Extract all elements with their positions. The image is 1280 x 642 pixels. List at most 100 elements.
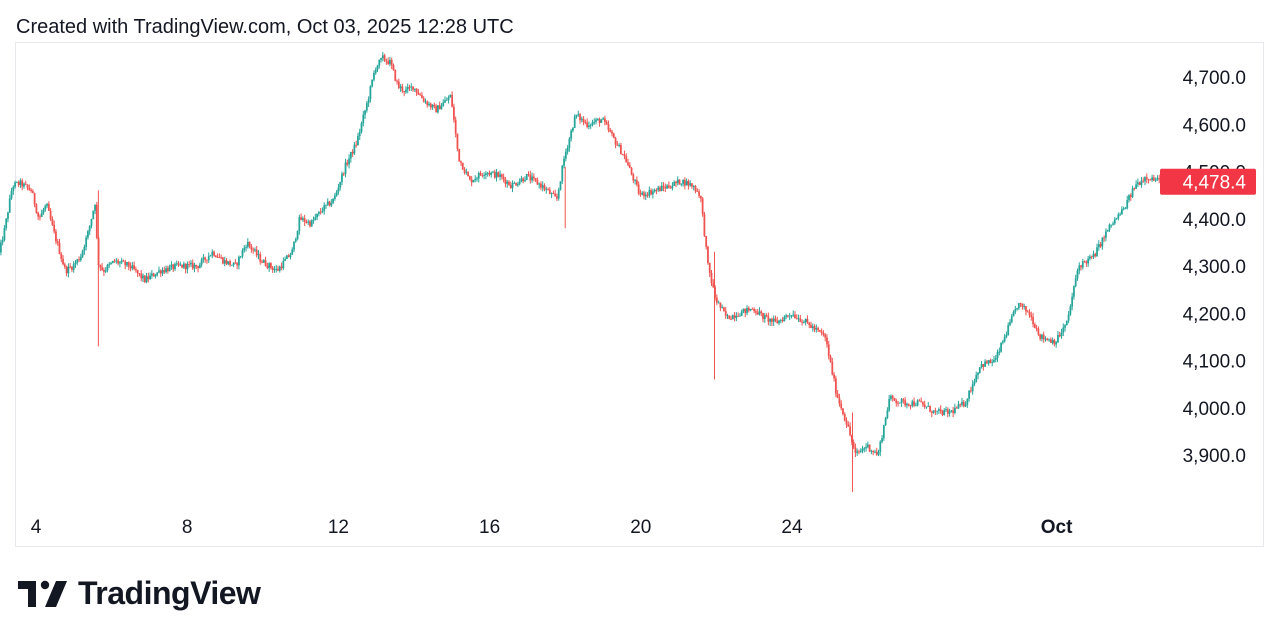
candle-body [305,222,308,223]
candle-body [866,444,869,447]
candle-body [376,65,379,70]
candle-body [337,187,340,192]
candle-body [596,119,599,120]
candle-body [767,316,770,322]
candle-body [161,270,164,274]
candle-body [740,311,743,316]
candle-body [154,275,157,277]
candle-body [495,172,498,178]
candle-body [1042,334,1045,340]
candle-body [676,179,679,184]
candle-body [797,318,800,320]
candle-body [214,255,217,258]
candle-body [1110,224,1113,226]
candle-body [561,165,564,182]
candle-body [1007,324,1010,336]
candle-body [300,217,303,220]
candle-body [769,318,772,322]
candle-body [785,315,788,317]
candle-body [1120,209,1123,215]
candle-body [747,308,750,311]
candle-body [1037,328,1040,335]
candle-body [541,185,544,188]
candle-body [776,320,779,324]
candle-body [444,100,446,103]
candle-body [179,264,182,266]
candle-body [278,266,281,271]
candle-body [582,118,585,123]
candle-body [644,194,647,197]
candle-body [37,212,40,217]
candle-body [163,270,166,273]
candle-body [465,172,468,173]
candle-body [1131,188,1134,197]
tradingview-logo[interactable]: TradingView [18,575,261,612]
candle-body [953,407,956,413]
candle-body [637,184,640,194]
candle-body [904,400,907,406]
candle-body [197,266,199,269]
candle-body [781,320,784,322]
candle-body [342,173,345,175]
candle-body [604,118,606,122]
candle-body [577,114,580,116]
time-tick-label: 24 [781,517,803,538]
last-price-marker: 4,478.4 [1160,168,1256,195]
candle-body [296,231,299,240]
candle-body [849,426,851,436]
candle-body [865,446,867,449]
candle-body [978,367,981,374]
candle-body [813,326,816,330]
candle-body [529,174,532,181]
candle-body [31,191,34,194]
candle-body [481,174,484,176]
candle-body [902,399,905,401]
candle-body [985,361,988,364]
candle-body [111,260,114,263]
candle-body [53,224,56,232]
candle-body [348,158,350,165]
candle-body [678,179,681,185]
candle-body [463,169,466,173]
candle-body [737,315,740,317]
candle-body [213,251,215,256]
candle-body [1158,178,1161,180]
candle-body [317,211,320,214]
candle-body [310,220,313,227]
candle-body [945,409,947,411]
candle-body [227,261,230,265]
candle-body [525,174,528,181]
candle-body [735,315,738,318]
candle-body [264,260,267,266]
candle-body [962,401,965,407]
candle-body [660,185,663,192]
candle-body [188,263,191,265]
candle-body [351,151,354,154]
price-tick-label: 3,900.0 [1183,446,1246,467]
candle-body [515,183,517,186]
candle-body [490,172,493,175]
candle-body [1140,180,1143,185]
candle-body [193,264,196,269]
candle-body [1080,265,1082,268]
candle-body [438,105,441,110]
candle-body [607,124,610,130]
candle-body [698,191,700,196]
candle-body [589,125,592,126]
candle-body [1078,265,1081,271]
candle-body [532,176,535,179]
candle-body [285,255,288,260]
candle-body [255,249,258,256]
candle-body [861,448,864,451]
candle-body [460,161,462,163]
candle-body [428,103,430,106]
candle-body [650,190,653,195]
candle-body [1103,237,1106,239]
candle-body [225,260,228,265]
candle-body [484,173,487,176]
candle-body [1039,334,1042,339]
candle-body [648,190,651,196]
candle-body [973,381,976,385]
candle-body [1062,327,1065,333]
